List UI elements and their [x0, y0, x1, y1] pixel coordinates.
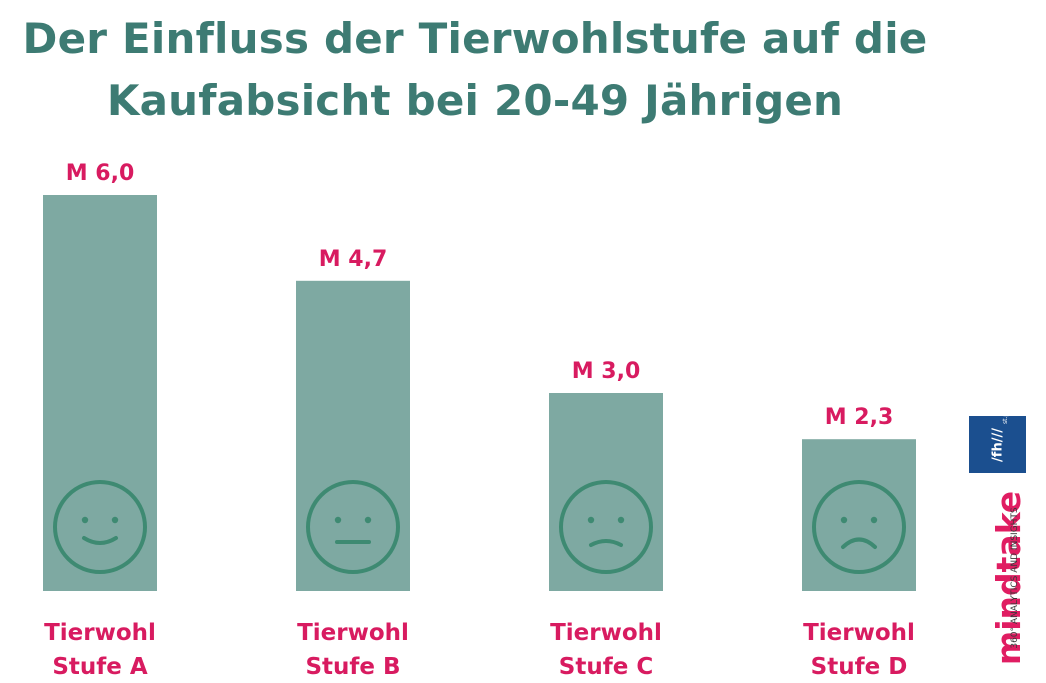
- category-label: Tierwohl: [550, 620, 662, 646]
- category-label: Tierwohl: [44, 620, 156, 646]
- face-eye: [617, 516, 625, 524]
- category-label: Stufe D: [811, 654, 908, 680]
- bar-value-label: M 2,3: [825, 405, 894, 430]
- fh-logo-text: /fh///: [990, 427, 1005, 462]
- chart-title: Der Einfluss der Tierwohlstufe auf die K…: [0, 8, 950, 132]
- fh-st-poelten-logo: /fh/// st.pölten: [969, 398, 1026, 473]
- bar-value-label: M 6,0: [66, 161, 135, 186]
- face-outline: [306, 480, 400, 574]
- fh-logo-subtext: st.pölten: [1002, 397, 1009, 424]
- bar-value-label: M 3,0: [572, 359, 641, 384]
- category-label: Stufe B: [305, 654, 400, 680]
- frowning-face-icon: [812, 480, 906, 574]
- bar: [43, 195, 157, 591]
- bar: [549, 393, 663, 591]
- mindtake-logo: mindtake 360° ANALYTICS AND INSIGHTS: [985, 488, 1033, 680]
- face-eye: [840, 516, 848, 524]
- face-eye: [334, 516, 342, 524]
- bar-group: M 4,7 Tierwohl Stufe B: [296, 247, 410, 680]
- face-outline: [812, 480, 906, 574]
- chart-title-line-1: Der Einfluss der Tierwohlstufe auf die: [22, 14, 928, 63]
- chart-title-line-2: Kaufabsicht bei 20-49 Jährigen: [106, 76, 844, 125]
- face-outline: [559, 480, 653, 574]
- category-label: Stufe A: [52, 654, 148, 680]
- bar-group: M 2,3 Tierwohl Stufe D: [802, 405, 916, 680]
- slightly-frowning-face-icon: [559, 480, 653, 574]
- neutral-face-icon: [306, 480, 400, 574]
- face-eye: [81, 516, 89, 524]
- category-label: Tierwohl: [803, 620, 915, 646]
- face-eye: [587, 516, 595, 524]
- category-label: Stufe C: [559, 654, 653, 680]
- face-mouth: [589, 539, 623, 547]
- bar-value-label: M 4,7: [319, 247, 388, 272]
- mindtake-logo-tagline: 360° ANALYTICS AND INSIGHTS: [1010, 507, 1020, 649]
- face-eye: [364, 516, 372, 524]
- smiling-face-icon: [53, 480, 147, 574]
- bar-group: M 3,0 Tierwohl Stufe C: [549, 359, 663, 680]
- face-outline: [53, 480, 147, 574]
- bar-group: M 6,0 Tierwohl Stufe A: [43, 161, 157, 680]
- face-eye: [870, 516, 878, 524]
- face-mouth: [82, 536, 118, 545]
- face-mouth: [841, 537, 877, 549]
- face-eye: [111, 516, 119, 524]
- bar: [802, 439, 916, 591]
- bar: [296, 280, 410, 591]
- category-label: Tierwohl: [297, 620, 409, 646]
